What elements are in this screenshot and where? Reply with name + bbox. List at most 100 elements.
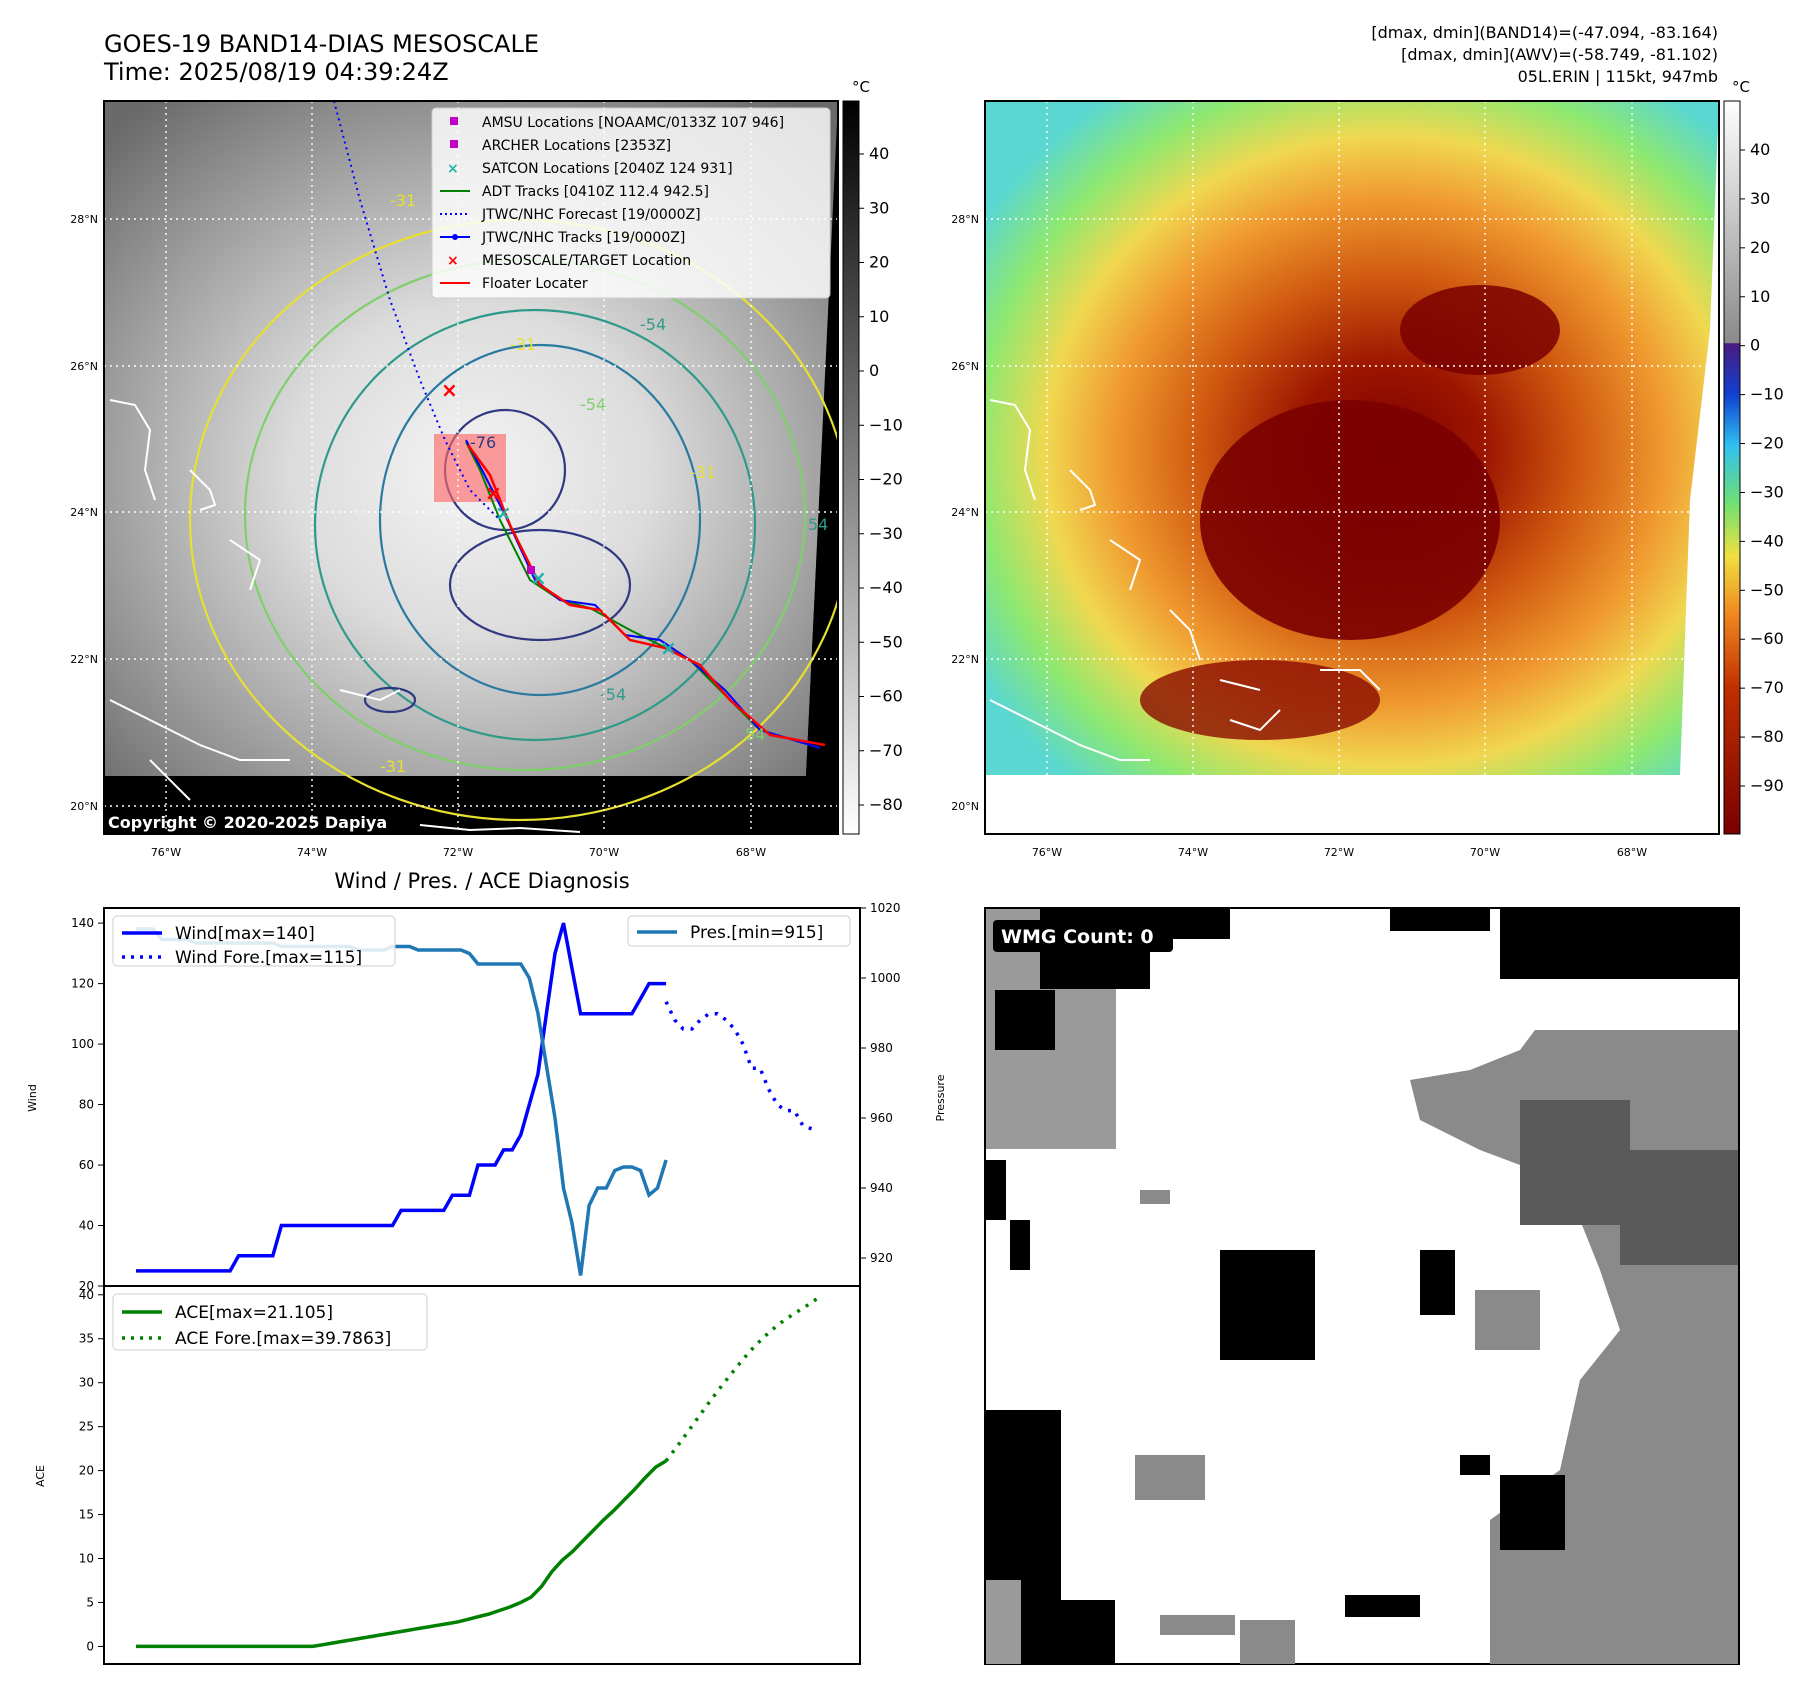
lon-tick: 68°W (736, 846, 766, 859)
figure-time: Time: 2025/08/19 04:39:24Z (103, 58, 449, 86)
gray-colorbar-tick-label: −60 (869, 687, 903, 706)
lon-tick: 70°W (1470, 846, 1500, 859)
ace-legend-label: ACE[max=21.105] (175, 1303, 333, 1323)
wmg-gray-block (1240, 1620, 1295, 1664)
gray-colorbar-tick-label: 10 (869, 307, 889, 326)
contour-label: 54 (745, 725, 765, 744)
ace-tick-label: 40 (79, 1288, 94, 1302)
ir-map-panel: × × × × × -31 -31 -54 -76 -54 -31 54 -54… (70, 78, 903, 859)
wmg-black-block (1060, 1600, 1115, 1664)
ir-lat-labels: 28°N 26°N 24°N 22°N 20°N (70, 213, 98, 813)
gray-colorbar-tick-label: −70 (869, 741, 903, 760)
gray-colorbar-tick-label: −30 (869, 524, 903, 543)
info-awv: [dmax, dmin](AWV)=(-58.749, -81.102) (1401, 45, 1718, 64)
gray-colorbar (842, 100, 860, 835)
color-colorbar-tick-label: 30 (1750, 189, 1770, 208)
color-colorbar-ticks: 40 30 20 10 0 −10 −20 −30 −40 −50 −60 −70 −80 −90 (1740, 140, 1784, 795)
ace-tick-label: 10 (79, 1552, 94, 1566)
contour-label: 54 (808, 515, 828, 534)
ir-contour-labels: -31 -31 -54 -76 -54 -31 54 -54 54 -31 (380, 191, 828, 776)
pressure-legend-label: Pres.[min=915] (690, 923, 823, 943)
pressure-tick-label: 1000 (870, 971, 901, 985)
legend-entry: JTWC/NHC Tracks [19/0000Z] (481, 230, 685, 246)
wind-tick-label: 100 (71, 1037, 94, 1051)
awv-band (1140, 660, 1380, 740)
wind-tick-label: 140 (71, 916, 94, 930)
gray-colorbar-tick-label: 20 (869, 253, 889, 272)
ace-legend: ACE[max=21.105] ACE Fore.[max=39.7863] (112, 1293, 428, 1351)
gray-colorbar-tick-label: −20 (869, 470, 903, 489)
legend-entry: ADT Tracks [0410Z 112.4 942.5] (482, 184, 709, 200)
pressure-legend: Pres.[min=915] (627, 915, 851, 947)
lat-tick: 24°N (70, 506, 98, 519)
lat-tick: 24°N (951, 506, 979, 519)
wmg-gray-block (1160, 1615, 1235, 1635)
wmg-black-block (1460, 1455, 1490, 1475)
ir-coastlines (109, 399, 581, 833)
ir-lon-labels: 76°W 74°W 72°W 70°W 68°W (151, 846, 766, 859)
info-storm: 05L.ERIN | 115kt, 947mb (1518, 67, 1718, 86)
gray-colorbar-tick-label: −40 (869, 578, 903, 597)
awv-eyewall (1200, 400, 1500, 640)
wind-legend-box (112, 915, 396, 967)
legend-entry: JTWC/NHC Forecast [19/0000Z] (481, 207, 701, 223)
awv-map-panel: 76°W 74°W 72°W 70°W 68°W 28°N 26°N 24°N … (951, 78, 1784, 859)
wmg-gray-block (986, 1580, 1021, 1664)
gray-colorbar-unit: °C (852, 78, 870, 96)
contour-label: -54 (600, 685, 626, 704)
gray-colorbar-tick-label: −80 (869, 795, 903, 814)
color-colorbar-tick-label: −60 (1750, 629, 1784, 648)
legend-satcon-marker: × (447, 161, 459, 177)
ace-tick-label: 0 (86, 1639, 94, 1653)
wmg-black-block (1390, 909, 1490, 931)
color-colorbar (1723, 100, 1741, 835)
legend-entry: Floater Locater (482, 276, 588, 292)
awv-lat-labels: 28°N 26°N 24°N 22°N 20°N (951, 213, 979, 813)
ace-tick-label: 25 (79, 1420, 94, 1434)
gray-colorbar-tick-label: 30 (869, 198, 889, 217)
wind-tick-label: 60 (79, 1158, 94, 1172)
amsu-marker (527, 566, 535, 574)
contour-label: -31 (690, 463, 716, 482)
wind-pressure-frame (103, 907, 861, 1287)
wmg-dark-region (1620, 1150, 1738, 1265)
wind-line (136, 922, 667, 1273)
wmg-count-label: WMG Count: 0 (1001, 926, 1154, 948)
awv-lon-labels: 76°W 74°W 72°W 70°W 68°W (1032, 846, 1647, 859)
ace-axis-label: ACE (34, 1465, 47, 1487)
legend-archer-marker (450, 140, 458, 148)
awv-cold-core (1400, 285, 1560, 375)
contour-label: -54 (640, 315, 666, 334)
mesoscale-marker: × (441, 378, 458, 402)
legend-entry: ARCHER Locations [2353Z] (482, 138, 671, 154)
lon-tick: 76°W (151, 846, 181, 859)
legend-entry: SATCON Locations [2040Z 124 931] (482, 161, 733, 177)
gray-colorbar-tick-label: −50 (869, 632, 903, 651)
contour-label: -54 (580, 395, 606, 414)
mesoscale-target-box (434, 434, 506, 502)
color-colorbar-tick-label: 10 (1750, 287, 1770, 306)
wind-legend: Wind[max=140] Wind Fore.[max=115] (112, 915, 396, 968)
pressure-legend-box (627, 915, 851, 947)
wmg-black-block (1500, 1475, 1565, 1550)
gray-colorbar-tick-label: −10 (869, 415, 903, 434)
wind-tick-label: 40 (79, 1219, 94, 1233)
lon-tick: 70°W (589, 846, 619, 859)
diagnosis-title: Wind / Pres. / ACE Diagnosis (334, 869, 629, 893)
satcon-marker: × (660, 636, 677, 660)
info-band14: [dmax, dmin](BAND14)=(-47.094, -83.164) (1371, 23, 1718, 42)
legend-jtwc-dot (452, 234, 458, 240)
ace-series (136, 1295, 821, 1649)
track-legend: AMSU Locations [NOAAMC/0133Z 107 946] AR… (431, 107, 831, 299)
floater-track (466, 444, 826, 747)
wmg-black-block (986, 1160, 1006, 1220)
lat-tick: 20°N (70, 800, 98, 813)
contour-label: -31 (380, 757, 406, 776)
wind-legend-label: Wind[max=140] (175, 924, 315, 944)
color-colorbar-tick-label: 0 (1750, 336, 1760, 355)
gray-colorbar-ticks: 40 30 20 10 0 −10 −20 −30 −40 −50 −60 −70 −80 (859, 144, 903, 814)
lat-tick: 28°N (951, 213, 979, 226)
legend-entries: AMSU Locations [NOAAMC/0133Z 107 946] AR… (440, 115, 784, 292)
wind-ticks: 140 120 100 80 60 40 20 (71, 916, 104, 1293)
awv-coastlines (989, 399, 1381, 761)
